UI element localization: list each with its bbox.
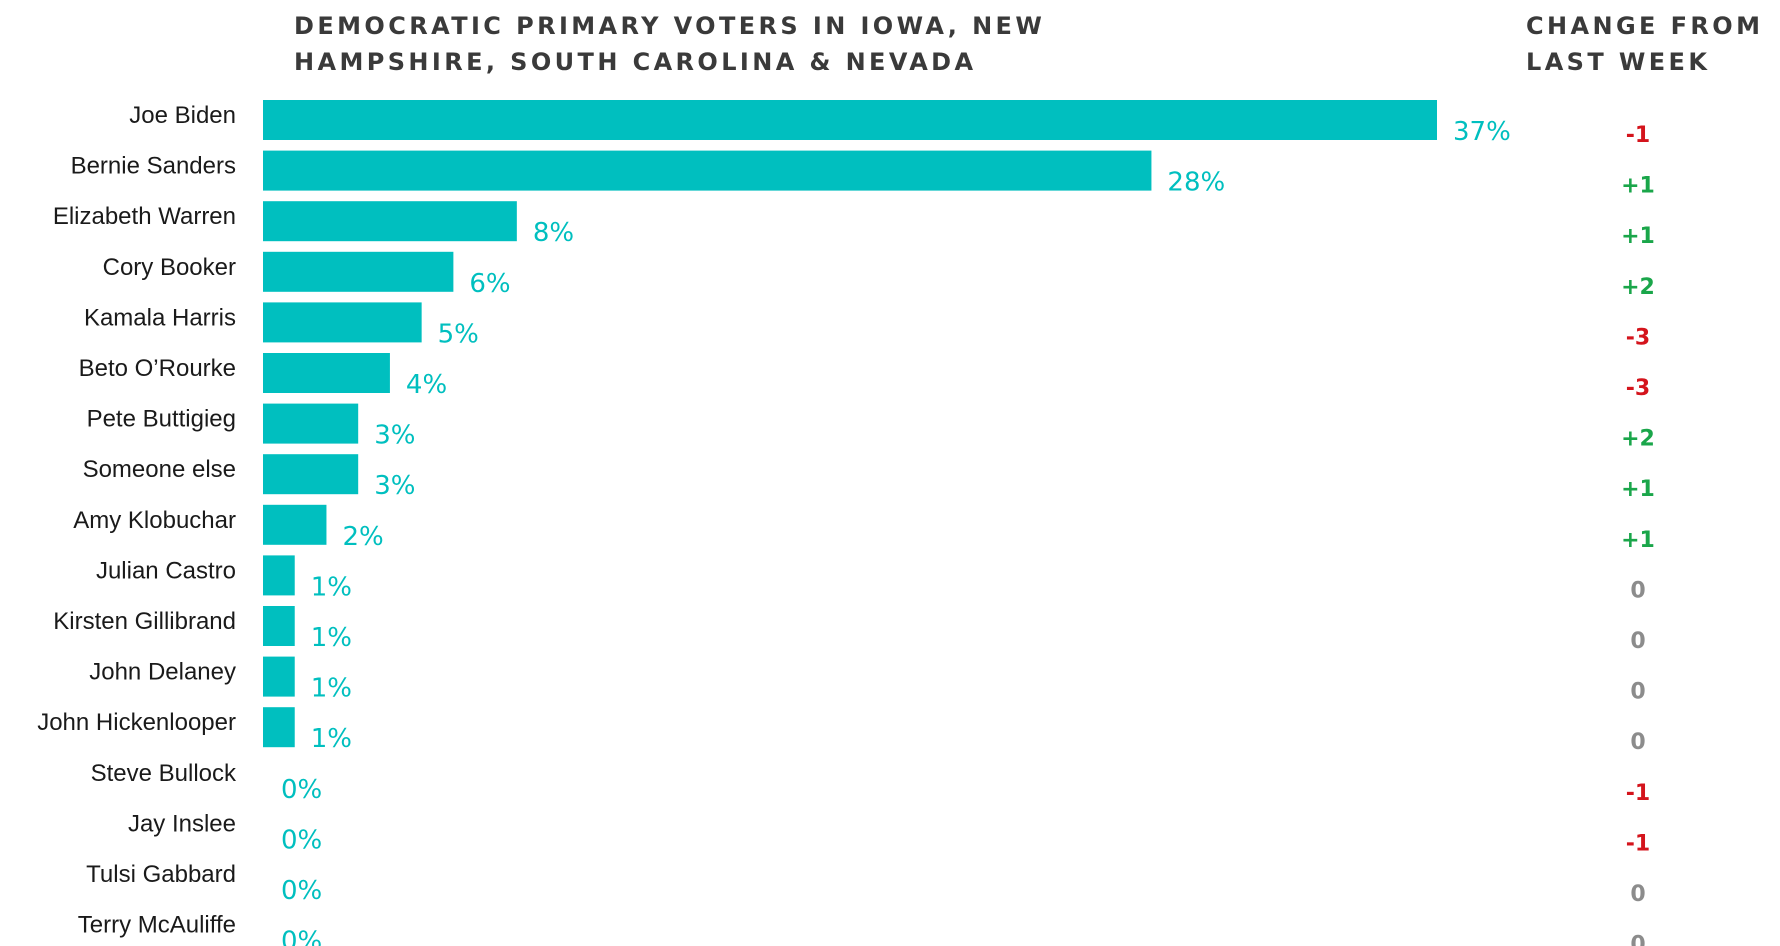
- value-label: 1%: [311, 724, 352, 754]
- category-label: Kamala Harris: [84, 304, 236, 331]
- bar: [263, 454, 359, 495]
- value-label: 0%: [281, 775, 322, 805]
- value-label: 0%: [281, 825, 322, 855]
- change-label: 0: [1630, 578, 1645, 603]
- category-label: Joe Biden: [129, 102, 236, 129]
- change-label: +1: [1621, 477, 1655, 502]
- category-label: Beto O’Rourke: [79, 355, 236, 382]
- value-label: 5%: [438, 319, 479, 349]
- category-label: Someone else: [83, 456, 236, 483]
- change-label: -1: [1626, 781, 1650, 806]
- category-label: Amy Klobuchar: [73, 507, 236, 534]
- bar: [263, 302, 422, 343]
- change-label: +2: [1621, 427, 1655, 452]
- category-label: Cory Booker: [103, 254, 236, 281]
- bar: [263, 656, 295, 697]
- bar: [263, 707, 295, 748]
- value-label: 1%: [311, 674, 352, 704]
- value-label: 2%: [342, 522, 383, 552]
- value-label: 1%: [311, 572, 352, 602]
- change-label: 0: [1630, 882, 1645, 907]
- category-label: Pete Buttigieg: [87, 406, 236, 433]
- value-label: 4%: [406, 370, 447, 400]
- change-label: -1: [1626, 123, 1650, 148]
- chart-title: DEMOCRATIC PRIMARY VOTERS IN IOWA, NEW H…: [294, 12, 1046, 76]
- category-label: Tulsi Gabbard: [86, 861, 236, 888]
- bar: [263, 201, 517, 242]
- change-label: -1: [1626, 831, 1650, 856]
- change-label: -3: [1626, 376, 1650, 401]
- bar: [263, 353, 390, 393]
- change-label: +2: [1621, 275, 1655, 300]
- value-label: 3%: [374, 471, 415, 501]
- change-label: 0: [1630, 629, 1645, 654]
- value-label: 1%: [311, 623, 352, 653]
- bar: [263, 403, 359, 444]
- bar: [263, 555, 295, 596]
- change-label: +1: [1621, 174, 1655, 199]
- category-label: Elizabeth Warren: [53, 203, 236, 230]
- category-label: Bernie Sanders: [71, 153, 236, 180]
- change-label: 0: [1630, 933, 1645, 946]
- category-label: Kirsten Gillibrand: [53, 608, 236, 635]
- value-label: 0%: [281, 876, 322, 906]
- value-label: 0%: [281, 927, 322, 946]
- category-label: John Delaney: [89, 659, 236, 686]
- change-label: 0: [1630, 680, 1645, 705]
- change-label: +1: [1621, 224, 1655, 249]
- bar: [263, 606, 295, 646]
- category-label: Steve Bullock: [91, 760, 237, 787]
- bar: [263, 150, 1152, 191]
- bar: [263, 100, 1437, 140]
- category-label: Terry McAuliffe: [78, 912, 236, 939]
- value-label: 8%: [533, 218, 574, 248]
- change-label: 0: [1630, 730, 1645, 755]
- value-label: 6%: [469, 269, 510, 299]
- category-label: Jay Inslee: [128, 810, 236, 837]
- change-label: +1: [1621, 528, 1655, 553]
- change-label: -3: [1626, 325, 1650, 350]
- bar: [263, 504, 327, 545]
- category-label: Julian Castro: [96, 557, 236, 584]
- category-label: John Hickenlooper: [37, 709, 236, 736]
- change-column-header: CHANGE FROM LAST WEEK: [1526, 12, 1764, 76]
- value-label: 28%: [1167, 168, 1225, 198]
- value-label: 3%: [374, 421, 415, 451]
- value-label: 37%: [1453, 117, 1511, 147]
- bar: [263, 251, 454, 292]
